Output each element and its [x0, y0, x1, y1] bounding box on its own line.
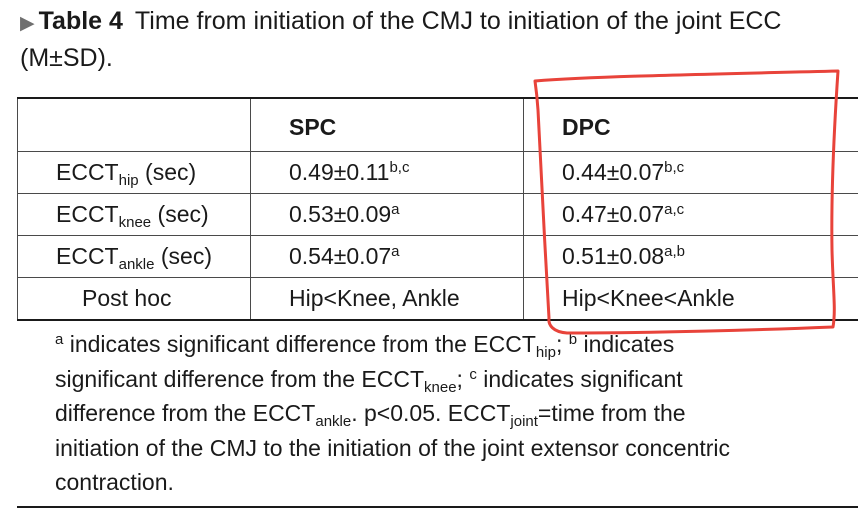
row-label-hip: ECCThip (sec)	[17, 151, 251, 194]
footnote-text: difference from the ECCT	[55, 400, 316, 426]
footnote-subscript: ankle	[315, 413, 352, 430]
spc-cell-ankle: 0.54±0.07a	[250, 235, 524, 278]
footnote-line-3: difference from the ECCTankle. p<0.05. E…	[55, 396, 835, 431]
row-label-text: ECCT	[56, 159, 119, 185]
cell-value: 0.53±0.09	[289, 201, 392, 227]
footnote-text: significant difference from the ECCT	[55, 365, 425, 392]
cell-superscript: b,c	[664, 159, 685, 176]
row-label-subscript: ankle	[118, 256, 155, 273]
row-label-posthoc: Post hoc	[17, 277, 251, 321]
triangle-marker-icon: ▶	[20, 13, 35, 34]
spc-cell-posthoc: Hip<Knee, Ankle	[250, 277, 524, 321]
footnote-subscript: hip	[535, 344, 556, 361]
row-label-text: ECCT	[56, 201, 119, 227]
header-cell-empty	[17, 97, 251, 152]
cell-value: 0.44±0.07	[562, 159, 665, 185]
table-bottom-rule	[17, 506, 858, 508]
caption-line-1: ▶ Table 4 Time from initiation of the CMJ …	[20, 4, 840, 41]
table-row: ECCThip (sec) 0.49±0.11b,c 0.44±0.07b,c	[17, 151, 858, 194]
footnote-text: indicates significant difference from th…	[63, 331, 536, 357]
footnote-line-4: initiation of the CMJ to the initiation …	[55, 434, 731, 461]
footnote-superscript: b	[568, 331, 578, 348]
cell-value: 0.47±0.07	[562, 201, 665, 227]
table-row-posthoc: Post hoc Hip<Knee, Ankle Hip<Knee<Ankle	[17, 277, 858, 321]
cell-value: 0.51±0.08	[562, 243, 665, 269]
cell-superscript: b,c	[389, 159, 410, 176]
table-row: ECCTknee (sec) 0.53±0.09a 0.47±0.07a,c	[17, 193, 858, 236]
row-label-ankle: ECCTankle (sec)	[17, 235, 251, 278]
footnote-separator: ;	[456, 365, 470, 392]
cell-superscript: a,c	[664, 201, 685, 218]
footnote-superscript: c	[469, 365, 477, 383]
footnote-separator: ;	[555, 331, 569, 357]
table-footnote: a indicates significant difference from …	[55, 327, 835, 500]
header-cell-dpc: DPC	[523, 97, 858, 152]
dpc-cell-posthoc: Hip<Knee<Ankle	[523, 277, 858, 321]
footnote-subscript: joint	[510, 413, 538, 430]
footnote-text: . p<0.05. ECCT	[351, 400, 511, 426]
footnote-subscript: knee	[424, 378, 457, 396]
cell-superscript: a	[391, 243, 400, 260]
footnote-text: =time from the	[537, 400, 686, 426]
spc-cell-hip: 0.49±0.11b,c	[250, 151, 524, 194]
cell-superscript: a	[391, 201, 400, 218]
footnote-superscript: a	[55, 331, 64, 348]
caption-label: Table 4	[38, 7, 123, 35]
row-label-unit: (sec)	[138, 159, 197, 185]
footnote-text: indicates significant	[476, 365, 683, 392]
cell-value: 0.54±0.07	[289, 243, 392, 269]
dpc-cell-hip: 0.44±0.07b,c	[523, 151, 858, 194]
table-caption: ▶ Table 4 Time from initiation of the CMJ …	[20, 4, 840, 75]
dpc-cell-knee: 0.47±0.07a,c	[523, 193, 858, 236]
row-label-unit: (sec)	[151, 201, 209, 227]
footnote-line-5: contraction.	[55, 469, 174, 495]
data-table: SPC DPC ECCThip (sec) 0.49±0.11b,c 0.44±…	[17, 97, 858, 321]
footnote-line-1: a indicates significant difference from …	[55, 327, 835, 362]
cell-value: 0.49±0.11	[289, 159, 390, 185]
row-label-unit: (sec)	[154, 243, 212, 269]
cell-superscript: a,b	[664, 243, 686, 260]
caption-line-2: (M±SD).	[20, 44, 113, 72]
table-header-row: SPC DPC	[17, 97, 858, 152]
footnote-line-2: significant difference from the ECCTknee…	[55, 362, 835, 397]
spc-cell-knee: 0.53±0.09a	[250, 193, 524, 236]
header-cell-spc: SPC	[250, 97, 524, 152]
dpc-cell-ankle: 0.51±0.08a,b	[523, 235, 858, 278]
row-label-subscript: hip	[118, 172, 139, 189]
table-row: ECCTankle (sec) 0.54±0.07a 0.51±0.08a,b	[17, 235, 858, 278]
row-label-knee: ECCTknee (sec)	[17, 193, 251, 236]
row-label-subscript: knee	[118, 214, 152, 231]
data-table-container: SPC DPC ECCThip (sec) 0.49±0.11b,c 0.44±…	[17, 97, 858, 321]
row-label-text: ECCT	[56, 243, 119, 269]
footnote-text: indicates	[577, 331, 675, 357]
caption-text: Time from initiation of the CMJ to initi…	[134, 7, 782, 35]
